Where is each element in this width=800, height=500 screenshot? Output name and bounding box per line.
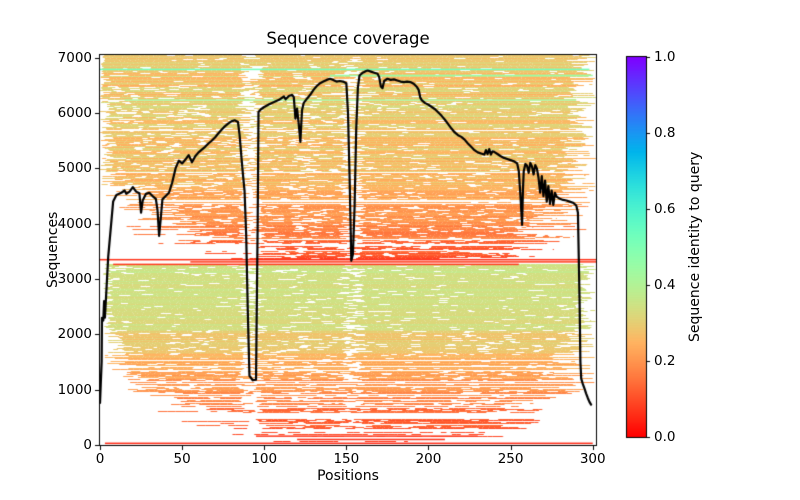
y-tick-label: 0: [83, 437, 92, 453]
y-tick-label: 2000: [57, 326, 92, 343]
colorbar-tick-label: 1.0: [654, 49, 676, 65]
x-axis-label: Positions: [317, 468, 379, 484]
chart-title: Sequence coverage: [266, 29, 430, 48]
x-tick-label: 250: [497, 451, 524, 467]
y-tick-label: 5000: [57, 160, 92, 177]
y-tick-label: 4000: [57, 215, 92, 232]
colorbar-label: Sequence identity to query: [687, 151, 703, 343]
y-tick-label: 6000: [57, 105, 92, 122]
x-tick-label: 50: [173, 451, 191, 467]
y-tick-label: 7000: [57, 49, 92, 66]
x-tick-label: 100: [251, 451, 278, 467]
colorbar-tick-label: 0.8: [654, 125, 676, 141]
y-tick-label: 1000: [57, 381, 92, 398]
colorbar-tick-label: 0.2: [654, 353, 676, 369]
x-tick-label: 300: [579, 451, 606, 467]
colorbar-tick-label: 0.0: [654, 429, 676, 445]
x-tick-label: 200: [415, 451, 442, 467]
x-tick-label: 150: [333, 451, 360, 467]
x-tick-label: 0: [95, 451, 105, 467]
colorbar-tick-label: 0.4: [654, 277, 676, 293]
colorbar-tick-label: 0.6: [654, 201, 676, 217]
y-tick-label: 3000: [57, 271, 92, 288]
